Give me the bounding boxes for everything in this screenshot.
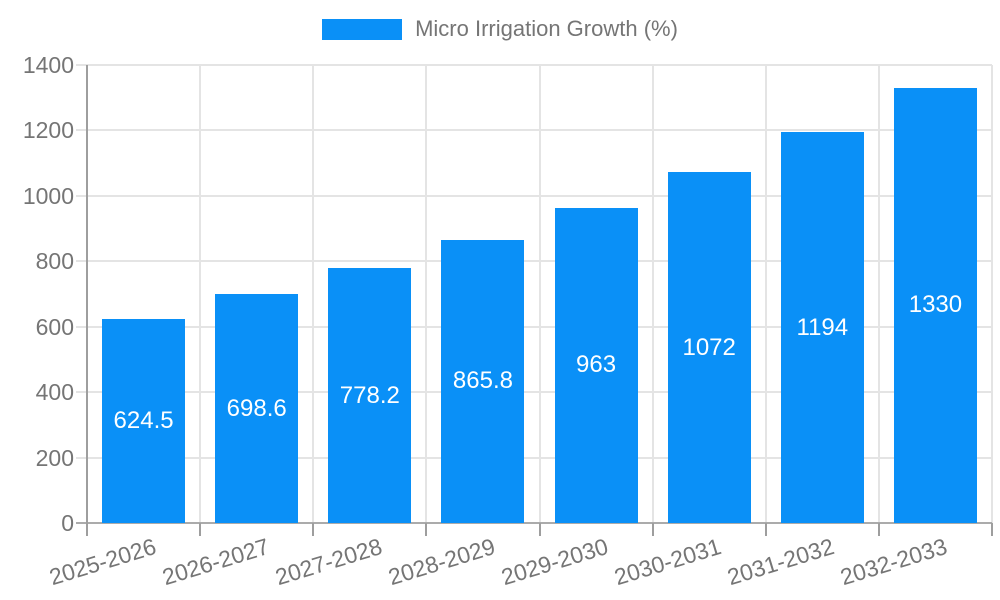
- x-tick-label: 2027-2028: [272, 533, 385, 591]
- bar-value-label: 624.5: [113, 406, 174, 434]
- bar: 1194: [780, 132, 864, 523]
- y-tick-label: 0: [61, 510, 74, 536]
- x-tick: [425, 523, 428, 536]
- x-tick-label: 2025-2026: [45, 533, 159, 591]
- bar-value-label: 1330: [908, 291, 963, 319]
- y-tick-label: 800: [35, 248, 74, 275]
- y-axis-line: [86, 65, 88, 536]
- x-tick: [991, 523, 993, 536]
- x-gridline: [877, 65, 880, 523]
- bar-value-label: 865.8: [452, 367, 513, 395]
- legend-label: Micro Irrigation Growth (%): [415, 16, 678, 41]
- x-gridline: [538, 65, 541, 523]
- bar-value-label: 1194: [796, 313, 849, 341]
- x-tick: [651, 523, 654, 536]
- bar: 1072: [667, 172, 751, 523]
- x-axis-line: [76, 522, 992, 524]
- y-gridline: [76, 325, 992, 328]
- x-tick-label: 2031-2032: [724, 533, 838, 591]
- y-gridline: [76, 64, 992, 66]
- x-tick: [312, 523, 315, 536]
- x-tick: [538, 523, 541, 536]
- x-tick: [199, 523, 202, 536]
- y-gridline: [76, 129, 992, 132]
- legend-swatch: [322, 18, 403, 40]
- y-gridline: [76, 260, 992, 263]
- x-tick-label: 2026-2027: [158, 533, 272, 591]
- x-gridline: [199, 65, 202, 523]
- bar: 624.5: [102, 318, 186, 523]
- bar-value-label: 963: [576, 351, 617, 379]
- y-gridline: [76, 194, 992, 197]
- y-tick-label: 1400: [22, 52, 74, 78]
- bar: 778.2: [328, 268, 412, 523]
- y-tick-label: 1000: [22, 182, 74, 209]
- y-gridline: [76, 456, 992, 459]
- bar-value-label: 698.6: [226, 394, 287, 422]
- y-tick-label: 200: [35, 444, 74, 471]
- bar: 1330: [893, 87, 977, 523]
- x-tick: [764, 523, 767, 536]
- x-tick-label: 2030-2031: [611, 533, 725, 591]
- bar: 865.8: [441, 239, 525, 523]
- bar-value-label: 1072: [682, 333, 736, 361]
- bar: 963: [554, 207, 638, 523]
- x-gridline: [312, 65, 315, 523]
- x-gridline: [764, 65, 767, 523]
- x-tick-label: 2029-2030: [498, 533, 612, 591]
- bar: 698.6: [215, 294, 299, 523]
- y-gridline: [76, 391, 992, 394]
- x-tick: [877, 523, 880, 536]
- y-tick-label: 600: [35, 313, 74, 340]
- x-gridline: [651, 65, 654, 523]
- chart-legend-item[interactable]: Micro Irrigation Growth (%): [0, 16, 1000, 42]
- y-tick-label: 400: [35, 379, 74, 406]
- x-gridline: [425, 65, 428, 523]
- y-tick-label: 1200: [22, 117, 74, 144]
- x-tick-label: 2032-2033: [837, 533, 951, 591]
- bar-value-label: 778.2: [339, 381, 400, 409]
- x-gridline: [991, 65, 993, 523]
- x-tick-label: 2028-2029: [385, 533, 498, 591]
